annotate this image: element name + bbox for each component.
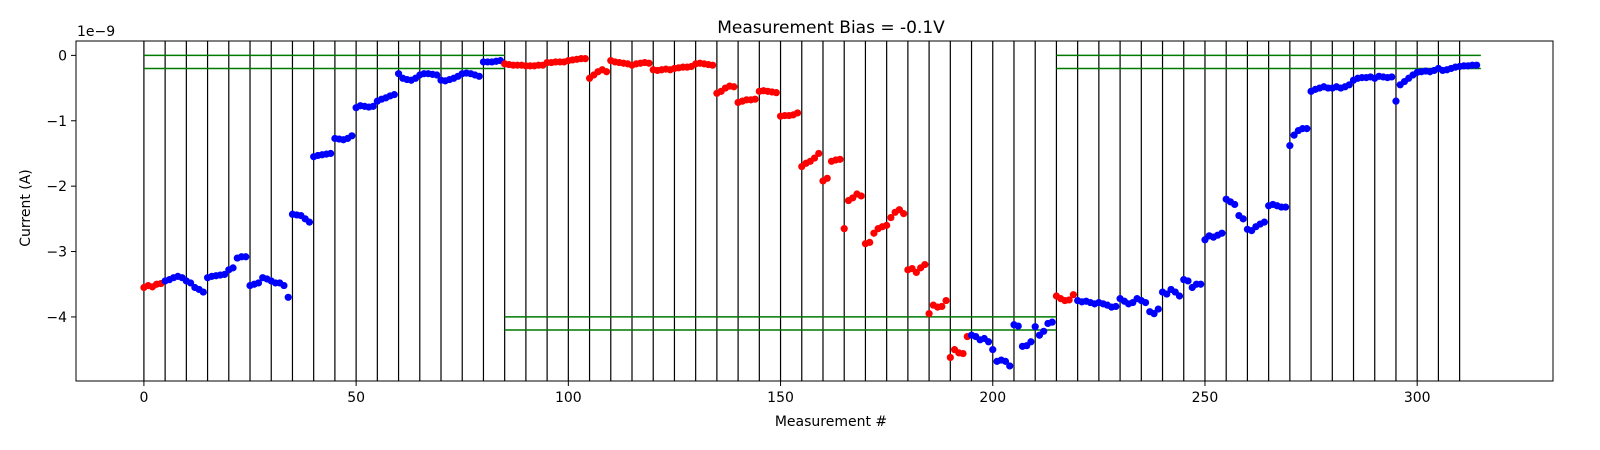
- data-point-red: [581, 55, 589, 63]
- data-point-blue: [1048, 318, 1056, 326]
- data-point-blue: [348, 132, 356, 140]
- data-point-blue: [1040, 327, 1048, 335]
- x-tick-label: 250: [1192, 390, 1219, 406]
- data-point-red: [730, 83, 738, 91]
- x-tick-label: 50: [347, 390, 365, 406]
- data-point-blue: [1473, 61, 1481, 69]
- data-point-red: [1065, 296, 1073, 304]
- x-tick-label: 0: [139, 390, 148, 406]
- data-point-blue: [305, 218, 314, 226]
- x-tick-label: 100: [555, 390, 582, 406]
- data-point-red: [823, 174, 831, 182]
- data-point-red: [645, 59, 653, 67]
- data-point-blue: [186, 279, 195, 287]
- data-point-blue: [280, 281, 288, 290]
- data-point-blue: [433, 71, 441, 79]
- data-point-blue: [1112, 302, 1120, 311]
- data-point-red: [751, 95, 759, 103]
- data-point-red: [602, 68, 611, 76]
- threshold-lines: [143, 54, 1481, 331]
- y-axis-label: Current (A): [18, 169, 34, 247]
- chart-title: Measurement Bias = -0.1V: [717, 18, 945, 38]
- data-point-blue: [1150, 310, 1158, 318]
- data-point-red: [938, 302, 946, 311]
- data-point-blue: [390, 91, 398, 99]
- data-point-blue: [1154, 305, 1162, 313]
- x-tick-label: 200: [979, 390, 1006, 406]
- data-point-red: [883, 221, 891, 229]
- data-point-blue: [1001, 357, 1010, 365]
- y-tick-label: 0: [58, 48, 67, 64]
- x-axis: 0 50 100 150 200 250 300: [139, 381, 1431, 406]
- data-point-blue: [1303, 125, 1311, 133]
- data-point-red: [810, 154, 819, 162]
- data-point-red: [857, 192, 865, 200]
- data-point-blue: [369, 102, 377, 110]
- data-point-blue: [1006, 362, 1014, 370]
- data-point-red: [942, 296, 950, 305]
- data-point-blue: [254, 279, 263, 287]
- data-point-blue: [1031, 323, 1039, 331]
- x-axis-label: Measurement #: [775, 414, 887, 430]
- data-point-blue: [1239, 215, 1247, 223]
- data-point-red: [840, 225, 848, 233]
- y-tick-label: −2: [46, 179, 67, 195]
- plot-area: [140, 41, 1481, 381]
- data-point-blue: [1286, 142, 1294, 150]
- y-offset-label: 1e−9: [77, 24, 115, 40]
- data-point-red: [912, 268, 920, 277]
- data-point-red: [887, 213, 895, 222]
- data-points: [140, 55, 1481, 370]
- data-point-blue: [1163, 290, 1171, 298]
- data-point-red: [959, 349, 967, 358]
- data-point-red: [793, 109, 802, 117]
- data-point-blue: [1175, 292, 1184, 300]
- data-point-blue: [1290, 131, 1298, 139]
- y-tick-label: −4: [46, 310, 67, 326]
- data-point-blue: [1184, 277, 1192, 285]
- data-point-blue: [1345, 81, 1353, 89]
- y-tick-label: −3: [46, 245, 67, 261]
- data-point-blue: [1197, 280, 1205, 288]
- data-point-blue: [984, 338, 993, 346]
- data-point-blue: [1282, 203, 1290, 211]
- data-point-red: [772, 89, 780, 97]
- data-point-blue: [1392, 97, 1400, 105]
- y-tick-label: −1: [46, 114, 67, 130]
- data-point-red: [815, 149, 823, 158]
- x-tick-label: 300: [1404, 390, 1431, 406]
- data-point-blue: [220, 270, 229, 279]
- data-point-blue: [394, 70, 403, 78]
- data-point-red: [866, 238, 874, 246]
- data-point-blue: [284, 293, 292, 301]
- data-point-blue: [475, 72, 483, 80]
- data-point-blue: [1218, 229, 1226, 237]
- data-point-red: [925, 310, 933, 318]
- data-point-blue: [242, 253, 250, 261]
- data-point-red: [946, 353, 954, 362]
- data-point-blue: [1014, 322, 1022, 330]
- data-point-red: [900, 210, 908, 218]
- y-axis: 0 −1 −2 −3 −4: [46, 48, 76, 326]
- data-point-red: [870, 229, 878, 237]
- data-point-blue: [1260, 218, 1268, 226]
- data-point-blue: [229, 264, 237, 272]
- data-point-blue: [327, 149, 335, 158]
- data-point-blue: [989, 346, 997, 354]
- data-point-red: [709, 61, 717, 69]
- data-point-blue: [1231, 200, 1239, 209]
- data-point-red: [836, 155, 844, 163]
- data-point-blue: [199, 288, 207, 296]
- data-point-red: [921, 261, 929, 269]
- x-tick-label: 150: [767, 390, 794, 406]
- data-point-red: [1069, 291, 1077, 299]
- data-point-blue: [1141, 298, 1150, 307]
- data-point-blue: [1027, 338, 1035, 346]
- data-point-blue: [1388, 73, 1396, 81]
- axes-frame: [75, 40, 1554, 382]
